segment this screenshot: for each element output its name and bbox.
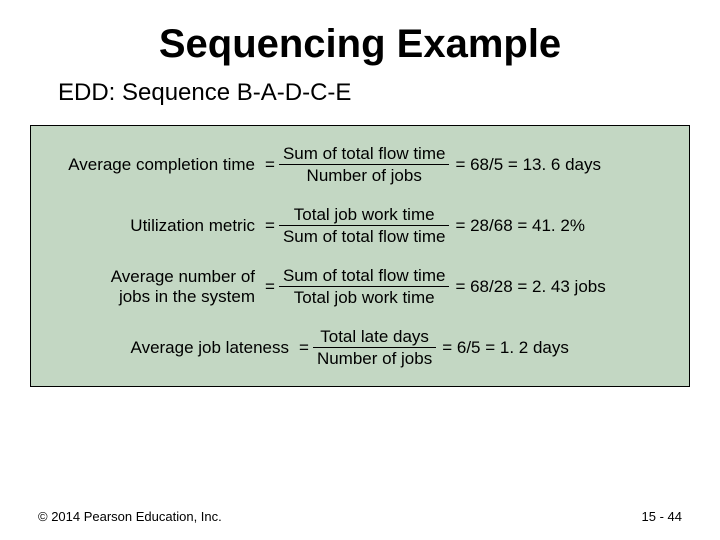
fraction: Total job work time Sum of total flow ti… [279, 205, 450, 246]
metric-result: = 28/68 = 41. 2% [449, 216, 585, 236]
denominator: Number of jobs [313, 347, 436, 369]
metric-avg-completion-time: Average completion time = Sum of total f… [41, 144, 679, 185]
equals-sign: = [261, 277, 279, 297]
numerator: Total late days [316, 327, 433, 347]
denominator: Sum of total flow time [279, 225, 450, 247]
metric-result: = 68/28 = 2. 43 jobs [449, 277, 605, 297]
fraction: Sum of total flow time Number of jobs [279, 144, 450, 185]
metric-label-line1: Average number of [41, 267, 255, 287]
metric-label-line2: jobs in the system [41, 287, 255, 307]
metric-result: = 68/5 = 13. 6 days [449, 155, 601, 175]
copyright-text: © 2014 Pearson Education, Inc. [38, 509, 222, 524]
numerator: Total job work time [290, 205, 439, 225]
numerator: Sum of total flow time [279, 144, 450, 164]
metric-result: = 6/5 = 1. 2 days [436, 338, 569, 358]
metric-label: Average job lateness [41, 338, 295, 358]
metric-avg-job-lateness: Average job lateness = Total late days N… [41, 327, 679, 368]
metric-label: Average number of jobs in the system [41, 267, 261, 307]
slide-title: Sequencing Example [0, 0, 720, 79]
metric-label: Utilization metric [41, 216, 261, 236]
denominator: Total job work time [279, 286, 450, 308]
equals-sign: = [295, 338, 313, 358]
numerator: Sum of total flow time [279, 266, 450, 286]
fraction: Sum of total flow time Total job work ti… [279, 266, 450, 307]
metrics-panel: Average completion time = Sum of total f… [30, 125, 690, 387]
page-number: 15 - 44 [642, 509, 682, 524]
equals-sign: = [261, 216, 279, 236]
slide-subtitle: EDD: Sequence B-A-D-C-E [0, 79, 720, 125]
equals-sign: = [261, 155, 279, 175]
fraction: Total late days Number of jobs [313, 327, 436, 368]
metric-label: Average completion time [41, 155, 261, 175]
metric-utilization: Utilization metric = Total job work time… [41, 205, 679, 246]
metric-avg-jobs-in-system: Average number of jobs in the system = S… [41, 266, 679, 307]
denominator: Number of jobs [279, 164, 450, 186]
